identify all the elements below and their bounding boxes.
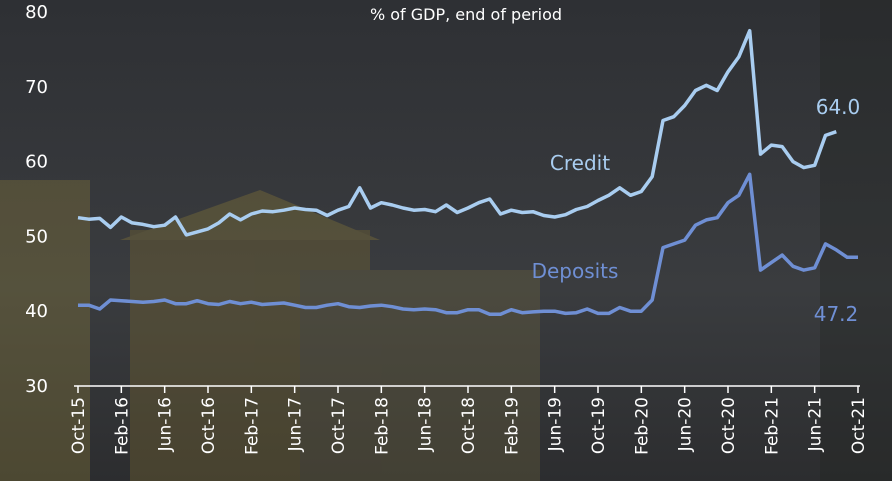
series-label: Deposits [532, 259, 619, 283]
y-tick-label: 80 [25, 2, 48, 23]
x-tick-label: Oct-15 [69, 397, 89, 454]
x-tick-label: Oct-19 [589, 397, 609, 454]
x-tick-label: Oct-17 [329, 397, 349, 454]
x-tick-label: Jun-18 [416, 397, 436, 452]
x-tick-label: Oct-16 [199, 397, 219, 454]
x-tick-label: Jun-19 [546, 397, 566, 452]
y-tick-label: 60 [25, 152, 48, 173]
y-tick-label: 40 [25, 301, 48, 322]
x-tick-label: Feb-18 [372, 397, 392, 455]
annotation: 47.2 [814, 302, 859, 326]
x-tick-label: Feb-21 [762, 397, 782, 455]
x-tick-label: Jun-17 [286, 397, 306, 452]
y-tick-label: 70 [25, 77, 48, 98]
x-tick-label: Oct-21 [849, 397, 869, 454]
x-tick-label: Feb-17 [242, 397, 262, 455]
series-line [78, 172, 858, 316]
x-tick-label: Feb-20 [632, 397, 652, 455]
chart-subtitle: % of GDP, end of period [370, 5, 562, 24]
x-tick-label: Jun-21 [806, 397, 826, 452]
x-tick-label: Oct-20 [719, 397, 739, 454]
series-line [77, 28, 837, 237]
x-tick-label: Feb-19 [502, 397, 522, 455]
y-tick-label: 50 [25, 226, 48, 247]
y-tick-label: 30 [25, 376, 48, 397]
x-tick-label: Oct-18 [459, 397, 479, 454]
annotation: 64.0 [816, 95, 861, 119]
series-label: Credit [550, 151, 610, 175]
x-tick-label: Feb-16 [112, 397, 132, 455]
x-tick-label: Jun-16 [156, 397, 176, 452]
x-tick-label: Jun-20 [676, 397, 696, 452]
